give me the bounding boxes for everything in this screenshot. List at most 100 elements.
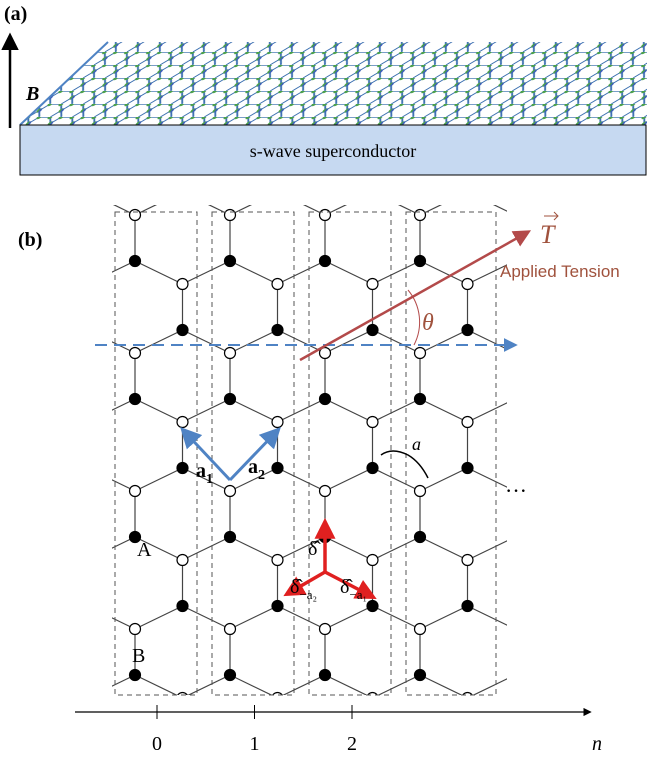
bond	[563, 744, 611, 759]
atom	[271, 599, 284, 613]
bond	[182, 605, 231, 630]
bond	[610, 192, 647, 215]
atom	[128, 392, 142, 406]
panel-label: (a)	[4, 3, 27, 25]
atom	[176, 323, 189, 337]
atom	[367, 691, 378, 695]
atom	[223, 254, 237, 268]
atom	[272, 739, 283, 750]
atom	[461, 323, 474, 337]
bond	[134, 467, 183, 492]
bond	[377, 674, 421, 695]
atom	[510, 532, 521, 543]
bond	[112, 341, 136, 354]
atom	[557, 187, 568, 198]
tension-caption: Applied Tension	[500, 262, 620, 281]
atom	[557, 463, 568, 474]
atom	[462, 187, 473, 198]
atom	[366, 553, 379, 567]
bond	[229, 467, 278, 492]
atom	[413, 622, 427, 636]
bond	[515, 744, 563, 759]
atom	[271, 323, 284, 337]
bond	[277, 467, 326, 492]
bond	[372, 260, 421, 285]
lattice-constant: a	[412, 434, 421, 454]
bond	[40, 468, 88, 491]
atom	[35, 210, 46, 221]
axis-ticks: 0 1 2	[152, 705, 357, 755]
bond	[472, 678, 507, 695]
atom	[557, 417, 568, 428]
bond	[610, 468, 647, 491]
bond	[88, 744, 136, 759]
bond	[134, 674, 178, 695]
bond	[40, 330, 88, 353]
bond	[40, 606, 88, 629]
bond	[112, 398, 136, 411]
bond	[419, 329, 468, 354]
atom	[223, 668, 237, 682]
bond	[112, 479, 136, 492]
atom	[366, 461, 379, 475]
brace	[380, 450, 429, 479]
atom	[366, 415, 379, 429]
atom	[413, 668, 427, 682]
bond	[372, 536, 421, 561]
bond	[563, 675, 611, 698]
atom	[557, 325, 568, 336]
atom	[461, 461, 474, 475]
atom	[413, 346, 427, 360]
bond	[420, 744, 468, 759]
vector-hat	[544, 211, 559, 221]
atom	[272, 187, 283, 198]
atom	[35, 486, 46, 497]
bond	[229, 260, 278, 285]
tension-symbol: T	[540, 220, 556, 249]
atom	[318, 208, 332, 222]
atom	[605, 210, 616, 221]
bond	[373, 744, 421, 759]
atom	[510, 670, 521, 681]
atom	[128, 622, 142, 636]
bond	[40, 675, 88, 698]
atom	[318, 254, 332, 268]
bond	[610, 744, 647, 759]
atom	[223, 622, 237, 636]
atom	[461, 553, 474, 567]
atom	[557, 693, 568, 704]
graphene-sheet	[20, 42, 647, 125]
bond	[610, 606, 647, 629]
bond	[277, 398, 326, 423]
atom	[510, 348, 521, 359]
atom	[35, 348, 46, 359]
bond	[467, 540, 507, 561]
bond	[419, 205, 443, 216]
bond	[229, 605, 278, 630]
subscript: 1	[206, 472, 213, 487]
angle-arc	[407, 289, 421, 346]
atom	[413, 392, 427, 406]
bond	[515, 330, 563, 353]
bond	[282, 674, 326, 695]
bond	[229, 536, 278, 561]
atom	[271, 277, 284, 291]
bond	[419, 605, 468, 630]
symbol: a	[196, 460, 206, 482]
tick-label: 0	[152, 733, 162, 755]
bond	[277, 605, 326, 630]
sheet-edge	[19, 41, 109, 126]
atom	[223, 346, 237, 360]
tension-arrow	[299, 230, 532, 362]
subscript: −a₂	[299, 587, 317, 602]
bond	[229, 398, 278, 423]
atom	[413, 254, 427, 268]
bond	[134, 605, 183, 630]
bond	[372, 398, 421, 423]
atom	[177, 739, 188, 750]
bond	[515, 192, 563, 215]
atom	[462, 691, 473, 695]
atom	[223, 208, 237, 222]
atom	[461, 277, 474, 291]
atom	[82, 417, 93, 428]
